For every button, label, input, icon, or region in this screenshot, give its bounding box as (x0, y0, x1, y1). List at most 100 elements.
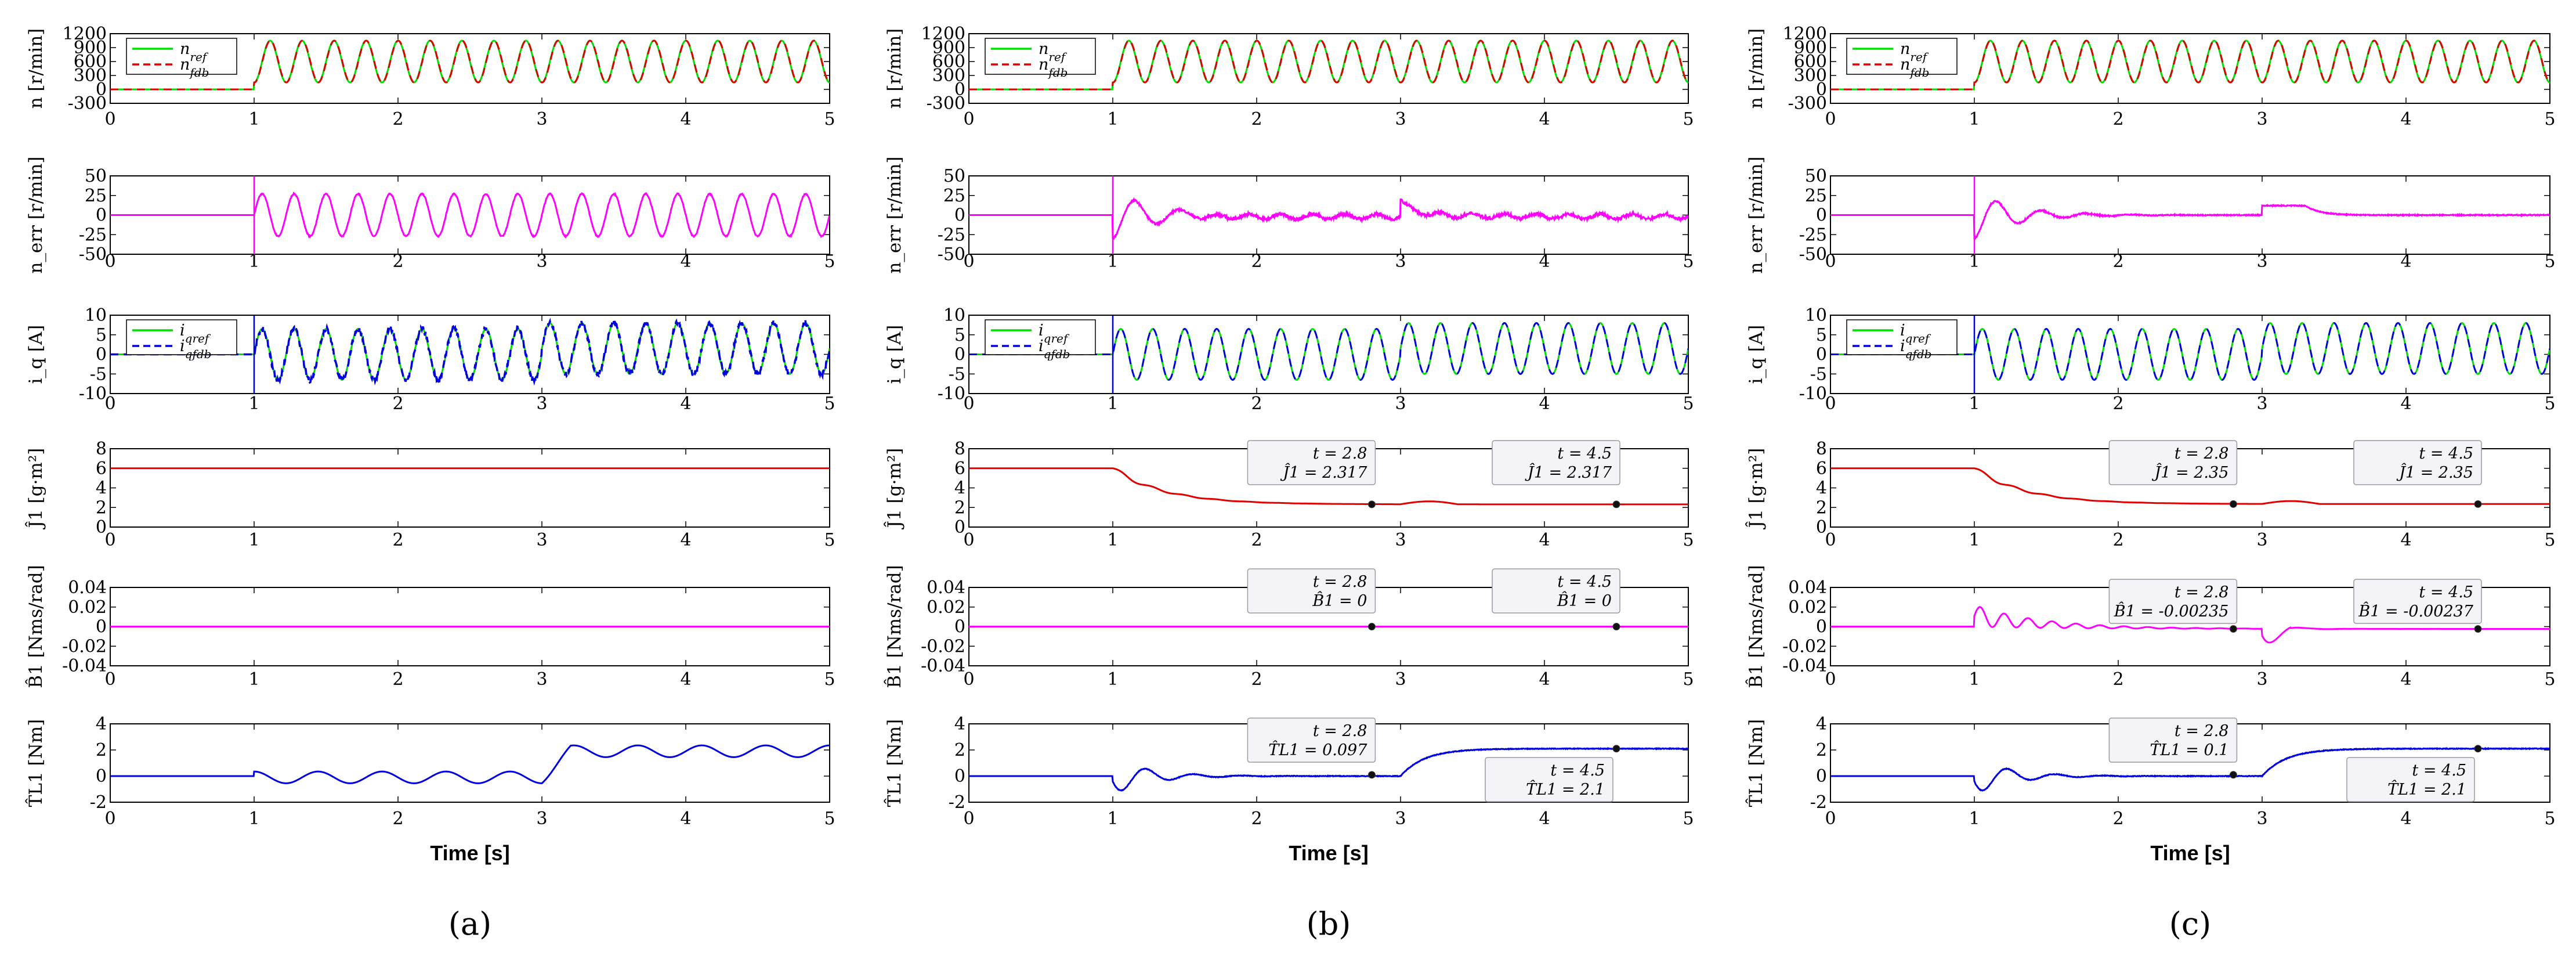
x-tick-label: 3 (2256, 109, 2267, 129)
y-tick-label: -50 (79, 244, 107, 265)
x-tick-label: 1 (1107, 669, 1118, 690)
y-tick-label: 0 (1816, 766, 1827, 787)
datatip-marker (2229, 500, 2237, 508)
x-tick-label: 0 (104, 669, 115, 690)
x-tick-label: 3 (1395, 530, 1406, 550)
y-axis-label: n_err [r/min] (26, 156, 46, 273)
y-tick-label: 4 (96, 478, 107, 499)
datatip-value: T̂L1 = 2.1 (2387, 780, 2466, 799)
y-tick-label: 600 (74, 52, 107, 72)
datatip-time: t = 2.8 (2175, 445, 2229, 463)
x-tick-label: 0 (963, 394, 974, 414)
subplot-B: 0.040.020-0.02-0.040 1 2 3 4 5B̂1 [Nms/rad] (24, 565, 835, 690)
x-tick-label: 1 (248, 809, 259, 829)
y-tick-label: -2 (90, 792, 107, 813)
x-tick-label: 1 (1969, 809, 1980, 829)
datatip-time: t = 2.8 (1313, 722, 1367, 740)
x-tick-label: 0 (963, 109, 974, 129)
datatip-box (2108, 440, 2238, 485)
y-tick-label: 2 (96, 497, 107, 518)
series-i_qfdb (969, 322, 1688, 381)
datatip-value: B̂1 = -0.00235 (2114, 601, 2229, 621)
x-tick-label: 3 (536, 109, 547, 129)
datatip-time: t = 4.5 (1557, 445, 1612, 463)
legend-label: iqfdb (180, 337, 211, 361)
x-tick-label: 5 (1683, 809, 1694, 829)
y-tick-label: 2 (1816, 497, 1827, 518)
y-tick-label: 8 (1816, 439, 1827, 459)
datatip-marker (1367, 771, 1376, 779)
x-tick-label: 4 (680, 809, 691, 829)
x-tick-label: 1 (1107, 109, 1118, 129)
series-n_err (110, 191, 830, 239)
y-tick-label: 300 (1794, 66, 1827, 86)
x-tick-label: 4 (680, 109, 691, 129)
x-tick-label: 0 (1825, 394, 1836, 414)
datatip-marker (1367, 500, 1376, 508)
x-tick-label: 0 (1825, 669, 1836, 690)
y-tick-label: -0.02 (62, 636, 107, 657)
x-tick-label: 4 (1539, 669, 1550, 690)
datatip-time: t = 2.8 (1313, 573, 1367, 591)
x-tick-label: 5 (2544, 809, 2555, 829)
y-tick-label: 0 (96, 766, 107, 787)
y-tick-label: -25 (938, 225, 965, 245)
y-axis-label: n [r/min] (884, 28, 905, 109)
datatip-box (2346, 757, 2475, 802)
x-tick-label: 3 (536, 809, 547, 829)
x-tick-label: 5 (2544, 251, 2555, 272)
x-tick-label: 3 (2256, 669, 2267, 690)
x-tick-label: 3 (536, 394, 547, 414)
y-tick-label: 0 (954, 766, 965, 787)
x-tick-label: 0 (963, 809, 974, 829)
subplot-T: 420-20 1 2 3 4 5T̂L1 [Nm] (24, 714, 835, 829)
datatip-value: B̂1 = -0.00237 (2358, 601, 2473, 621)
datatip-box (2108, 717, 2238, 763)
legend-label: iqref (1900, 322, 1931, 345)
datatip: t = 4.5Ĵ1 = 2.35 (2353, 440, 2482, 508)
x-tick-label: 5 (1683, 530, 1694, 550)
datatip-marker (1612, 623, 1620, 630)
y-tick-label: -300 (927, 93, 965, 114)
x-tick-label: 4 (1539, 530, 1550, 550)
datatip-box (1247, 717, 1376, 763)
x-tick-label: 4 (1539, 251, 1550, 272)
x-tick-label: 4 (2400, 809, 2411, 829)
y-axis-label: B̂1 [Nms/rad] (1745, 565, 1767, 688)
series-TL1_hat (969, 746, 1688, 792)
x-tick-label: 5 (2544, 530, 2555, 550)
x-tick-label: 1 (248, 530, 259, 550)
datatip-marker (2474, 745, 2482, 753)
y-tick-label: 0.04 (1788, 578, 1827, 598)
datatip-marker (2474, 625, 2482, 633)
series-n_fdb (110, 39, 830, 91)
y-tick-label: 0 (96, 80, 107, 100)
datatip-value: B̂1 = 0 (1312, 591, 1367, 610)
y-tick-label: 8 (96, 439, 107, 459)
y-tick-label: 8 (954, 439, 965, 459)
x-tick-label: 4 (2400, 530, 2411, 550)
x-tick-label: 4 (1539, 109, 1550, 129)
legend-label: iqref (1039, 322, 1070, 345)
y-tick-label: 2 (1816, 740, 1827, 760)
axes-box (110, 448, 830, 528)
datatip-value: T̂L1 = 0.097 (1268, 740, 1367, 759)
y-axis-label: T̂L1 [Nm] (1745, 719, 1767, 807)
x-tick-label: 5 (1683, 669, 1694, 690)
y-tick-label: 6 (96, 459, 107, 479)
y-tick-label: 900 (74, 38, 107, 58)
x-tick-label: 3 (536, 669, 547, 690)
datatip-time: t = 4.5 (1550, 762, 1605, 780)
panel-caption: (c) (2169, 906, 2211, 942)
y-tick-label: 300 (74, 66, 107, 86)
y-tick-label: 0 (954, 345, 965, 365)
series-n_err (969, 197, 1688, 240)
y-tick-label: 600 (1794, 52, 1827, 72)
